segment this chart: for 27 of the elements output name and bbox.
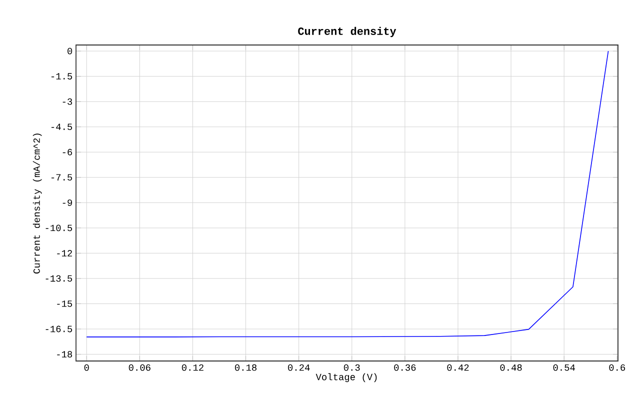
y-tick-label: -1.5: [51, 73, 72, 80]
y-tick-label: -15: [57, 300, 72, 307]
y-tick-label: -10.5: [46, 224, 72, 232]
y-tick-label: 0: [68, 48, 72, 54]
x-tick-label: 0.06: [128, 364, 150, 371]
x-tick-label: 0.42: [447, 364, 469, 371]
x-tick-label: 0.36: [394, 364, 416, 371]
chart-title: Current density: [298, 26, 396, 38]
x-axis-title: Voltage (V): [316, 373, 377, 382]
x-tick-label: 0: [84, 364, 89, 371]
y-tick-label: -18: [57, 351, 72, 358]
y-tick-label: -7.5: [51, 174, 72, 181]
y-tick-label: -16.5: [46, 326, 72, 332]
x-tick-label: 0.12: [182, 364, 204, 371]
y-tick-label: -12: [57, 250, 72, 256]
y-tick-label: -4.5: [51, 124, 72, 130]
x-tick-label: 0.24: [288, 364, 310, 371]
x-tick-label: 0.48: [500, 364, 522, 371]
y-tick-label: -9: [62, 199, 72, 206]
x-tick-label: 0.18: [234, 364, 257, 371]
y-tick-label: -13.5: [46, 275, 72, 282]
x-tick-label: 0.54: [553, 364, 575, 371]
x-tick-label: 0.6: [609, 364, 626, 371]
y-tick-label: -3: [62, 98, 72, 105]
y-axis-title: Current density (mA/cm^2): [32, 134, 42, 274]
y-tick-label: -6: [62, 148, 72, 156]
x-tick-label: 0.3: [344, 364, 360, 371]
